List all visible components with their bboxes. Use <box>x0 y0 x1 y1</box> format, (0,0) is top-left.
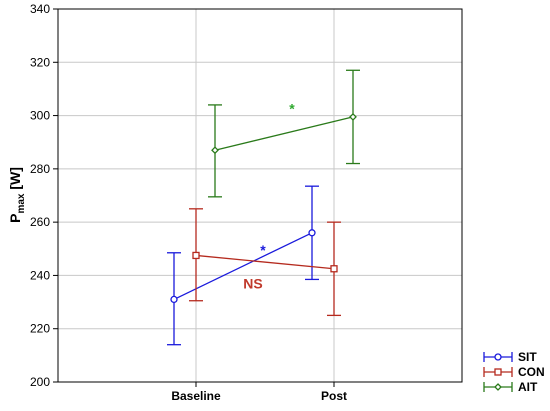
series-line <box>173 232 313 300</box>
series-sit <box>167 185 319 346</box>
data-point <box>494 353 502 361</box>
data-point <box>211 146 219 155</box>
legend-item-ait: AIT <box>483 380 538 394</box>
annotation-layer: * * NS <box>243 101 295 292</box>
series-ait <box>208 69 360 198</box>
legend-item-con: CON <box>483 365 545 379</box>
data-point <box>494 368 502 376</box>
series-con <box>189 208 341 317</box>
series-layer <box>167 69 360 346</box>
y-tick-label: 220 <box>30 322 50 336</box>
plot-frame <box>57 8 463 383</box>
y-tick-label: 340 <box>30 2 50 16</box>
legend-label: AIT <box>518 380 538 394</box>
y-axis-label: Pmax [W] <box>7 167 27 223</box>
series-line <box>195 254 335 270</box>
annotation-asterisk: * <box>289 101 295 117</box>
axis-layer: 200 220 240 260 280 300 320 340 Baseline Post <box>30 2 463 403</box>
annotation-ns: NS <box>243 275 262 291</box>
y-tick-label: 240 <box>30 268 50 282</box>
y-axis-label-main: P <box>7 214 23 223</box>
data-point <box>330 265 338 273</box>
annotation-asterisk: * <box>260 242 266 258</box>
data-point <box>494 383 502 391</box>
series-line <box>214 116 354 151</box>
data-point <box>192 251 200 260</box>
x-tick-label: Post <box>321 389 347 403</box>
legend-item-sit: SIT <box>483 350 537 364</box>
data-point <box>308 229 316 237</box>
y-tick-label: 300 <box>30 109 50 123</box>
y-axis-label-unit: [W] <box>7 167 23 193</box>
y-tick-label: 200 <box>30 375 50 389</box>
grid-layer <box>58 8 462 383</box>
x-tick-label: Baseline <box>171 389 221 403</box>
legend-label: CON <box>518 365 545 379</box>
data-point <box>170 295 178 304</box>
y-axis-label-sub: max <box>16 193 27 213</box>
y-tick-label: 280 <box>30 162 50 176</box>
legend-label: SIT <box>518 350 537 364</box>
y-tick-label: 320 <box>30 55 50 69</box>
data-point <box>349 112 357 121</box>
y-tick-label: 260 <box>30 215 50 229</box>
